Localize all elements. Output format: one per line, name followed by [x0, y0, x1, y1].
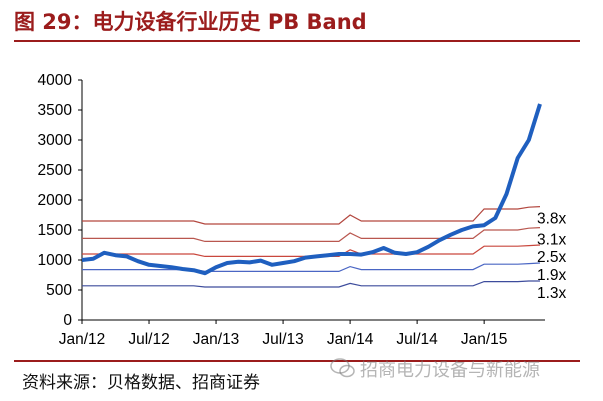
y-tick-label: 3500	[38, 102, 73, 119]
title-divider	[14, 40, 580, 42]
x-tick-label: Jul/14	[396, 331, 438, 348]
source-note: 资料来源：贝格数据、招商证券	[22, 373, 260, 393]
band-line-1-9x	[82, 262, 541, 272]
plot-area	[81, 80, 545, 321]
band-label: 3.8x	[537, 211, 567, 228]
y-tick-label: 1500	[38, 222, 73, 239]
y-tick-label: 500	[46, 282, 72, 299]
price-series	[81, 103, 542, 276]
x-tick-label: Jan/14	[327, 331, 374, 348]
x-tick-label: Jan/13	[193, 331, 240, 348]
x-tick-label: Jul/12	[128, 331, 169, 348]
x-axis-ticks: Jan/12 Jul/12 Jan/13 Jul/13 Jan/14 Jul/14 Jan/…	[59, 320, 508, 348]
y-axis-ticks: 0 500 1000 1500 2000 2500 3000 3500 4000	[38, 72, 82, 329]
band-labels: 3.8x 3.1x2.5x1.9x1.3x	[537, 211, 567, 302]
source-divider	[14, 360, 580, 362]
band-line-1-3x	[82, 280, 540, 288]
price-line	[81, 103, 542, 276]
x-tick-label: Jul/13	[262, 331, 303, 348]
y-tick-label: 2000	[38, 192, 73, 209]
band-label: 1.9x	[537, 267, 567, 284]
y-tick-label: 3000	[38, 132, 73, 149]
y-tick-label: 2500	[38, 162, 73, 179]
band-line-3-1x	[82, 227, 541, 242]
watermark-text: 招商电力设备与新能源	[360, 360, 540, 381]
x-tick-label: Jan/12	[59, 331, 106, 348]
wechat-logo-icon	[330, 358, 355, 378]
band-label: 1.3x	[537, 285, 567, 302]
band-label: 3.1x	[537, 232, 567, 249]
x-tick-label: Jan/15	[461, 331, 508, 348]
y-tick-label: 1000	[38, 252, 73, 269]
band-line-3-8x	[82, 206, 541, 225]
figure-title: 图 29：电力设备行业历史 PB Band	[14, 10, 367, 34]
band-line-2-5x	[82, 244, 541, 257]
y-tick-label: 4000	[38, 72, 73, 89]
band-label: 2.5x	[537, 249, 567, 266]
y-tick-label: 0	[63, 312, 72, 329]
pb-band-lines	[82, 206, 541, 288]
